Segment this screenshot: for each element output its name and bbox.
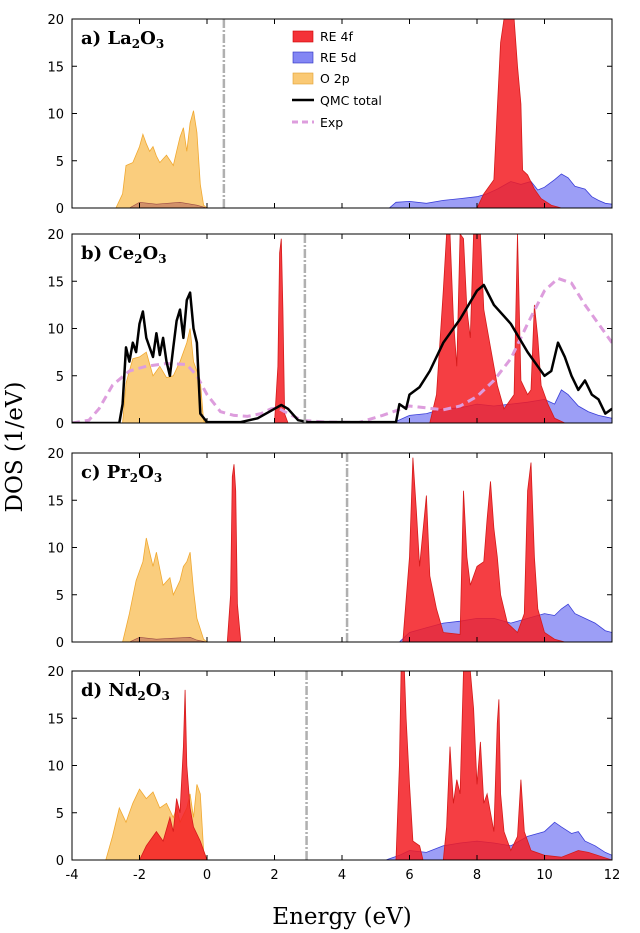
xtick-label-10: 10 — [536, 868, 553, 883]
panel-c: 0 5 10 15 20 c) Pr2O3 — [47, 447, 613, 651]
ytick-label-a-10: 10 — [47, 108, 64, 123]
plot-area-c — [72, 457, 612, 642]
plot-area-d — [72, 671, 612, 860]
legend-swatch-re4f — [292, 30, 314, 43]
ytick-label-d-15: 15 — [47, 712, 64, 727]
ytick-label-a-0: 0 — [56, 202, 64, 217]
ytick-label-c-0: 0 — [56, 636, 64, 651]
xtick-label--2: -2 — [133, 868, 146, 883]
legend-label-qmc: QMC total — [320, 93, 382, 108]
xtick-label--4: -4 — [66, 868, 79, 883]
series-re-5d-a — [72, 173, 612, 208]
ytick-label-b-5: 5 — [56, 370, 64, 385]
panel-label-c: c) Pr2O3 — [81, 462, 162, 485]
ytick-label-a-15: 15 — [47, 60, 64, 75]
plot-area-a — [72, 19, 612, 208]
ytick-label-a-5: 5 — [56, 155, 64, 170]
xtick-label-8: 8 — [473, 868, 481, 883]
panel-a: 0 5 10 15 20 a) La2O3 — [47, 13, 613, 217]
series-o-2p-c — [72, 537, 612, 642]
legend-entry-re5d: RE 5d — [292, 50, 356, 65]
panel-label-b: b) Ce2O3 — [81, 243, 167, 266]
legend-label-re4f: RE 4f — [320, 29, 354, 44]
legend-swatch-o2p — [292, 72, 314, 85]
panel-d: 0 5 10 15 20 -4 -2 0 2 4 6 8 10 12 d) Nd2O3 — [47, 665, 620, 883]
legend-entry-exp: Exp — [292, 115, 343, 130]
ytick-label-d-10: 10 — [47, 760, 64, 775]
series-re-4f-d — [72, 671, 612, 860]
legend-entry-qmc: QMC total — [292, 93, 382, 108]
ytick-label-d-20: 20 — [47, 665, 64, 680]
x-axis-label: Energy (eV) — [272, 904, 411, 930]
legend-label-re5d: RE 5d — [320, 50, 356, 65]
y-axis-label: DOS (1/eV) — [2, 382, 28, 513]
panel-label-d: d) Nd2O3 — [81, 680, 170, 703]
series-re-4f-minor--c — [72, 636, 612, 642]
legend-entry-re4f: RE 4f — [292, 29, 354, 44]
ytick-label-c-20: 20 — [47, 447, 64, 462]
series-re-4f-a — [72, 19, 612, 208]
legend-label-o2p: O 2p — [320, 71, 350, 86]
legend: RE 4f RE 5d O 2p QMC total Exp — [292, 29, 382, 130]
series-o-2p-b — [72, 328, 612, 423]
xtick-label-4: 4 — [338, 868, 346, 883]
ytick-label-b-10: 10 — [47, 323, 64, 338]
qmc-total-curve-b — [72, 283, 612, 423]
ytick-label-b-0: 0 — [56, 417, 64, 432]
ytick-label-d-0: 0 — [56, 854, 64, 869]
plot-area-b — [72, 234, 612, 423]
series-re-4f-c — [72, 457, 612, 642]
ytick-label-c-10: 10 — [47, 542, 64, 557]
legend-label-exp: Exp — [320, 115, 343, 130]
panel-b: 0 5 10 15 20 b) Ce2O3 — [47, 228, 613, 432]
series-re-4f-minor--a — [72, 201, 612, 208]
ytick-label-c-15: 15 — [47, 494, 64, 509]
ytick-label-d-5: 5 — [56, 807, 64, 822]
ytick-label-b-15: 15 — [47, 275, 64, 290]
ytick-label-b-20: 20 — [47, 228, 64, 243]
xtick-label-12: 12 — [604, 868, 621, 883]
ytick-label-a-20: 20 — [47, 13, 64, 28]
legend-entry-o2p: O 2p — [292, 71, 350, 86]
xtick-label-0: 0 — [203, 868, 211, 883]
xtick-label-6: 6 — [405, 868, 413, 883]
xtick-label-2: 2 — [270, 868, 278, 883]
legend-swatch-re5d — [292, 51, 314, 64]
ytick-label-c-5: 5 — [56, 589, 64, 604]
panel-label-a: a) La2O3 — [81, 28, 164, 51]
series-re-4f-b — [72, 234, 612, 423]
series-o-2p-a — [72, 110, 612, 208]
